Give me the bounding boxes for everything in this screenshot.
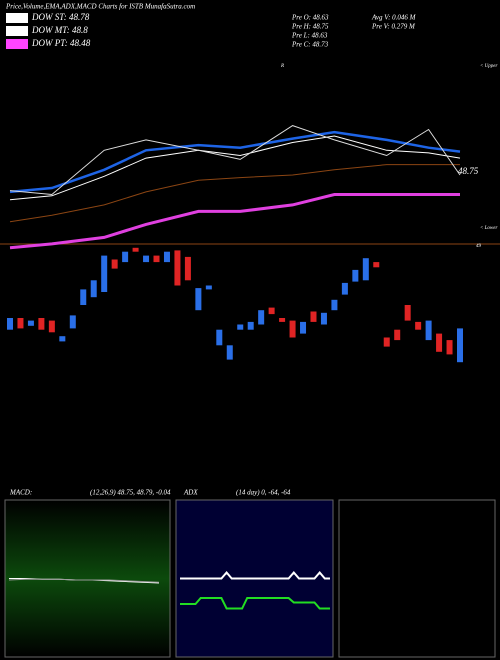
stat-label: Pre H: 48.75 (291, 23, 329, 31)
macd-subtitle: (12,26,9) 48.75, 48.79, -0.04 (90, 489, 171, 497)
legend-swatch (6, 39, 28, 49)
stat-label: Pre C: 48.73 (291, 41, 329, 49)
indicator-line (8, 578, 160, 583)
adx-subtitle: (14 day) 0, -64, -64 (236, 489, 291, 497)
adx-title: ADX (183, 489, 198, 497)
candle (195, 288, 202, 311)
candle (122, 251, 129, 263)
candle (415, 321, 422, 330)
candle (101, 255, 108, 292)
candle (383, 337, 390, 347)
annotation: 49 (476, 244, 482, 249)
candle (310, 311, 317, 322)
ema-line (9, 135, 461, 201)
legend-swatch (6, 13, 28, 23)
annotation: 48.75 (458, 166, 479, 176)
candle (289, 320, 296, 338)
candle (216, 329, 223, 346)
ema-line (9, 164, 460, 223)
annotation: < Lower (480, 226, 497, 231)
candle (48, 320, 55, 333)
candle (226, 345, 233, 360)
legend-label: DOW MT: 48.8 (31, 25, 88, 35)
candle (80, 289, 87, 305)
ema-line (9, 193, 460, 250)
candle (59, 336, 66, 342)
annotation: < Upper (480, 64, 497, 69)
legend-label: DOW PT: 48.48 (31, 38, 91, 48)
indicator-line (180, 597, 330, 610)
candle (394, 329, 401, 341)
ema-line (9, 130, 461, 194)
candle (205, 285, 212, 290)
macd-title: MACD: (9, 489, 32, 497)
candle (247, 321, 254, 330)
legend-swatch (6, 26, 28, 36)
candle (373, 262, 380, 268)
candle (143, 255, 150, 263)
candle (111, 259, 118, 269)
candle (17, 318, 24, 329)
candle (352, 269, 359, 282)
candle (446, 340, 453, 355)
candle (404, 305, 411, 321)
candle (7, 318, 13, 330)
candle (184, 256, 191, 281)
candle (132, 247, 139, 252)
candle (153, 255, 160, 263)
chart-title: Price,Volume,EMA,ADX,MACD Charts for IST… (5, 3, 195, 11)
candle (341, 282, 348, 295)
candle (279, 318, 286, 322)
candle (258, 310, 265, 325)
candle (237, 324, 244, 330)
candle (163, 251, 170, 263)
candle (90, 280, 97, 298)
candle (174, 250, 181, 286)
candle (268, 307, 275, 315)
candle (38, 318, 45, 330)
candle (300, 321, 307, 334)
candle (362, 258, 369, 281)
candle (457, 328, 463, 363)
indicator-line (180, 570, 330, 580)
candle (69, 315, 76, 329)
ema-line (9, 125, 461, 196)
candle (425, 320, 432, 341)
candle (331, 299, 338, 311)
candle (27, 320, 34, 326)
stat-label: Avg V: 0.046 M (371, 14, 417, 22)
annotation: R (280, 64, 284, 69)
empty-panel (338, 499, 496, 658)
stat-label: Pre V: 0.279 M (371, 23, 416, 31)
legend-label: DOW ST: 48.78 (31, 12, 90, 22)
candle (320, 312, 327, 325)
candle (436, 333, 443, 352)
stat-label: Pre O: 48.63 (291, 14, 329, 22)
stat-label: Pre L: 48.63 (291, 32, 328, 40)
